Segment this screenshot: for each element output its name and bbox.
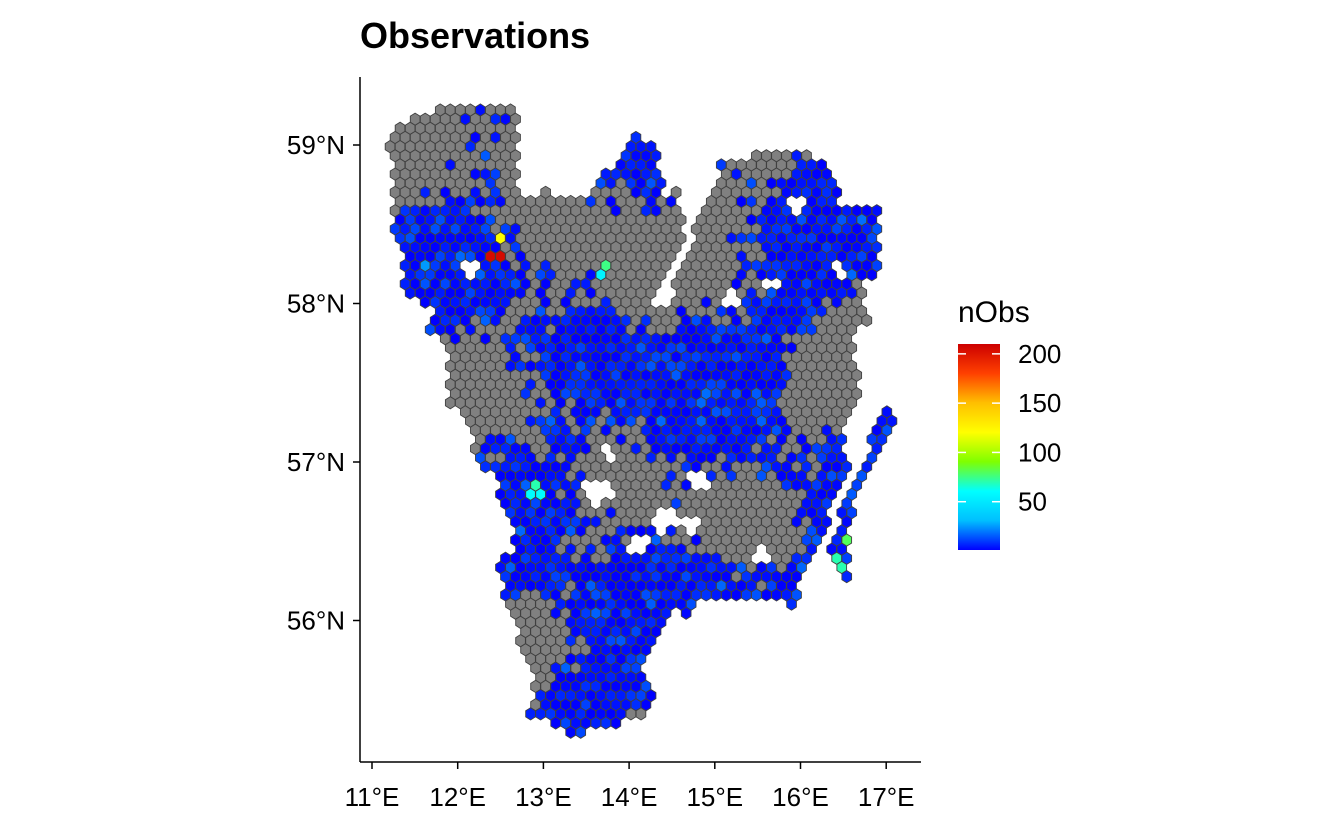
x-tick-label: 17°E <box>858 782 915 812</box>
y-axis-ticks: 56°N 57°N 58°N 59°N <box>287 130 360 636</box>
legend-tick-label: 100 <box>1018 437 1061 467</box>
hex-cell <box>595 469 607 483</box>
legend-tick-label: 150 <box>1018 388 1061 418</box>
hex-cell <box>625 707 637 721</box>
hex-cell <box>791 185 802 200</box>
hex-cell <box>786 597 797 611</box>
plot-title: Observations <box>360 15 590 56</box>
x-tick-label: 16°E <box>772 782 829 812</box>
hex-cell <box>465 249 476 264</box>
hex-cell <box>610 716 622 730</box>
legend-colorbar <box>958 344 1000 550</box>
legend: nObs 200 150 100 50 <box>958 296 1061 550</box>
hex-cell <box>565 725 577 739</box>
hex-cell <box>585 469 597 483</box>
hex-cell <box>444 396 456 410</box>
y-tick-label: 58°N <box>287 289 345 319</box>
hex-cell <box>731 588 742 602</box>
hex-cell <box>575 725 587 739</box>
x-tick-label: 11°E <box>345 782 400 812</box>
y-tick-label: 56°N <box>287 606 345 636</box>
hex-cell <box>550 716 561 730</box>
hex-cell <box>535 707 546 721</box>
hex-cell <box>635 524 647 538</box>
legend-title: nObs <box>958 296 1030 329</box>
axes: 56°N 57°N 58°N 59°N 11°E 12°E 13°E 14°E 15°E 16°… <box>287 77 921 812</box>
hex-cell <box>660 496 672 511</box>
hex-cell <box>771 588 782 602</box>
legend-ticks: 200 150 100 50 <box>958 339 1061 517</box>
hex-cell <box>675 505 687 520</box>
hex-cell <box>866 268 878 282</box>
hex-cell <box>404 286 416 300</box>
hex-cell <box>741 588 752 602</box>
hex-cell <box>685 505 697 520</box>
x-tick-label: 14°E <box>601 782 658 812</box>
legend-tick-label: 200 <box>1018 339 1061 369</box>
hex-cell <box>690 460 702 474</box>
x-axis-ticks: 11°E 12°E 13°E 14°E 15°E 16°E 17°E <box>345 762 915 812</box>
hex-cell <box>600 716 612 730</box>
hex-cell <box>635 707 647 721</box>
y-tick-label: 59°N <box>287 130 345 160</box>
hex-cell <box>710 588 722 602</box>
hex-cell <box>841 569 853 584</box>
x-tick-label: 15°E <box>686 782 743 812</box>
hex-cell <box>590 716 602 730</box>
legend-tick-label: 50 <box>1018 487 1047 517</box>
y-tick-label: 57°N <box>287 447 345 477</box>
hex-cell <box>766 268 777 282</box>
hex-cell <box>424 322 436 337</box>
hex-cell <box>480 460 491 474</box>
hex-cell <box>419 295 431 309</box>
hex-cell <box>680 606 692 620</box>
hex-cell <box>861 313 873 328</box>
hex-cell <box>751 588 762 602</box>
hex-cell <box>720 588 732 602</box>
hex-cell <box>700 588 712 602</box>
hex-cell <box>525 707 536 721</box>
hex-cell <box>761 588 772 602</box>
x-tick-label: 13°E <box>515 782 572 812</box>
x-tick-label: 12°E <box>429 782 486 812</box>
hexbin-layer <box>384 103 898 739</box>
